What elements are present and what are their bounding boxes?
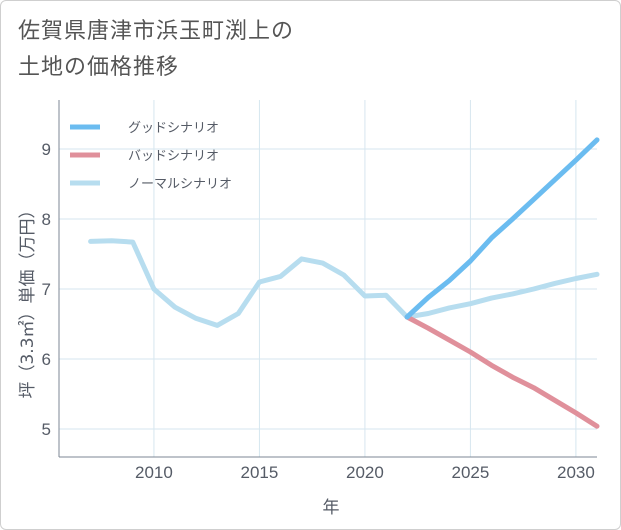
- x-tick-label: 2020: [346, 463, 384, 482]
- x-axis-title: 年: [323, 498, 340, 518]
- y-tick-label: 7: [42, 280, 51, 299]
- y-tick-label: 9: [42, 140, 51, 159]
- tick-labels: 2010 2015 2020 2025 2030 5 6 7 8 9: [42, 140, 595, 482]
- x-tick-label: 2030: [557, 463, 595, 482]
- y-tick-label: 6: [42, 350, 51, 369]
- legend-label: ノーマルシナリオ: [128, 177, 232, 192]
- grid-lines: [59, 100, 597, 457]
- series-layer: [88, 137, 600, 429]
- series-line-2: [404, 314, 600, 429]
- chart-title-line-1: 佐賀県唐津市浜玉町渕上の: [18, 19, 295, 44]
- y-tick-label: 8: [42, 210, 51, 229]
- axes: [58, 100, 597, 458]
- chart-title: 佐賀県唐津市浜玉町渕上の 土地の価格推移: [18, 14, 294, 86]
- chart-title-line-2: 土地の価格推移: [18, 55, 180, 80]
- series-line-1: [404, 137, 600, 320]
- legend-label: バッドシナリオ: [128, 149, 219, 164]
- x-tick-label: 2015: [241, 463, 279, 482]
- x-tick-label: 2025: [451, 463, 489, 482]
- y-tick-label: 5: [42, 420, 51, 439]
- x-tick-label: 2010: [135, 463, 173, 482]
- y-axis-title: 坪（3.3㎡）単価（万円）: [18, 201, 38, 398]
- legend-label: グッドシナリオ: [128, 121, 219, 136]
- series-line-3: [88, 238, 600, 328]
